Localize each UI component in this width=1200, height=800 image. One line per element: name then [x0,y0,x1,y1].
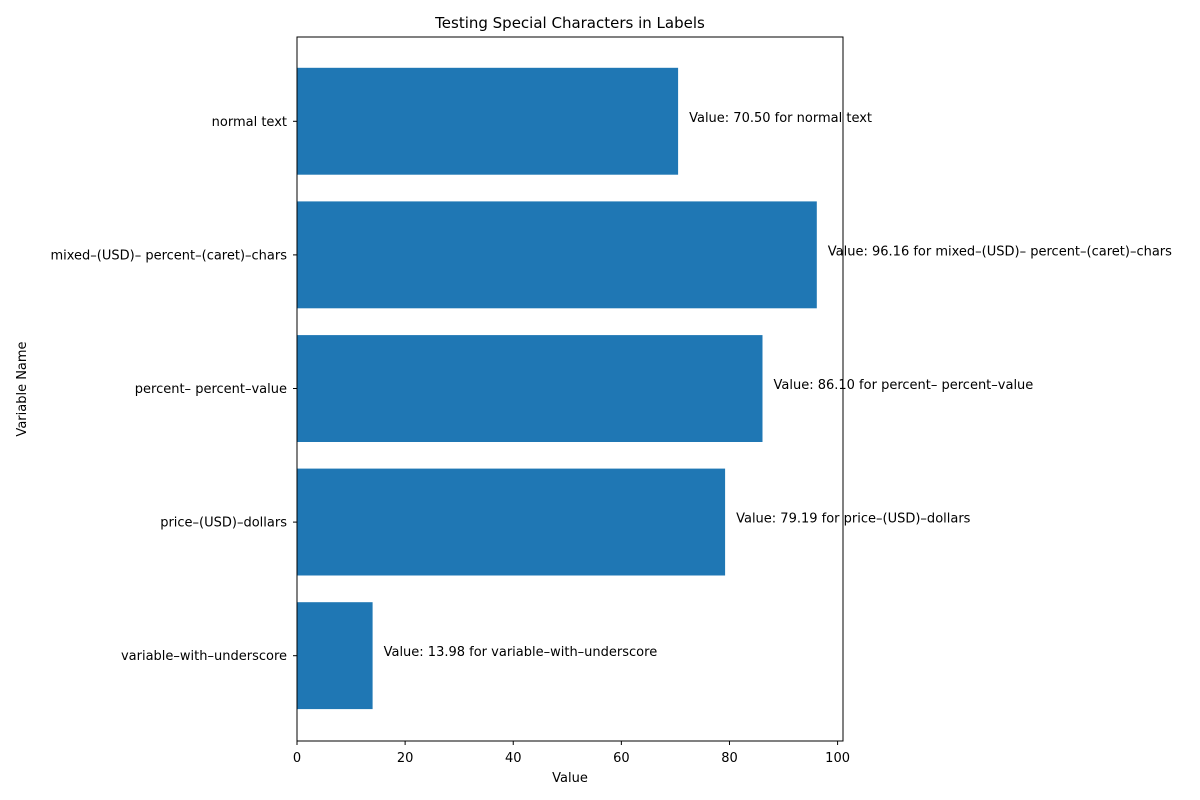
x-tick-label: 80 [721,751,738,766]
y-axis-label: Variable Name [15,341,30,436]
data-label: Value: 70.50 for normal text [689,111,872,126]
y-tick-label: normal text [212,115,287,130]
bars-group: Value: 70.50 for normal text Value: 96.16… [297,67,1172,710]
y-tick-label: mixed–(USD)– percent–(caret)–chars [50,248,287,263]
y-tick-label: price–(USD)–dollars [160,516,287,531]
data-label: Value: 79.19 for price–(USD)–dollars [736,512,971,527]
ticks-group: normal text mixed–(USD)– percent–(caret)–… [50,115,850,766]
plot-frame [296,36,844,742]
y-tick-label: variable–with–underscore [121,649,287,664]
data-label: Value: 13.98 for variable–with–underscor… [384,645,658,660]
bar [297,602,373,710]
x-tick-label: 20 [397,751,414,766]
data-label: Value: 96.16 for mixed–(USD)– percent–(c… [828,244,1172,259]
x-tick-label: 60 [613,751,630,766]
x-tick-label: 0 [293,751,301,766]
x-tick-label: 100 [825,751,850,766]
y-tick-label: percent– percent–value [135,382,287,397]
x-axis-label: Value [552,771,588,786]
bar [297,468,726,576]
bar [297,67,679,175]
bar [297,335,763,442]
bar [297,201,817,309]
data-label: Value: 86.10 for percent– percent–value [774,378,1034,393]
chart-title: Testing Special Characters in Labels [434,14,705,32]
x-tick-label: 40 [505,751,522,766]
